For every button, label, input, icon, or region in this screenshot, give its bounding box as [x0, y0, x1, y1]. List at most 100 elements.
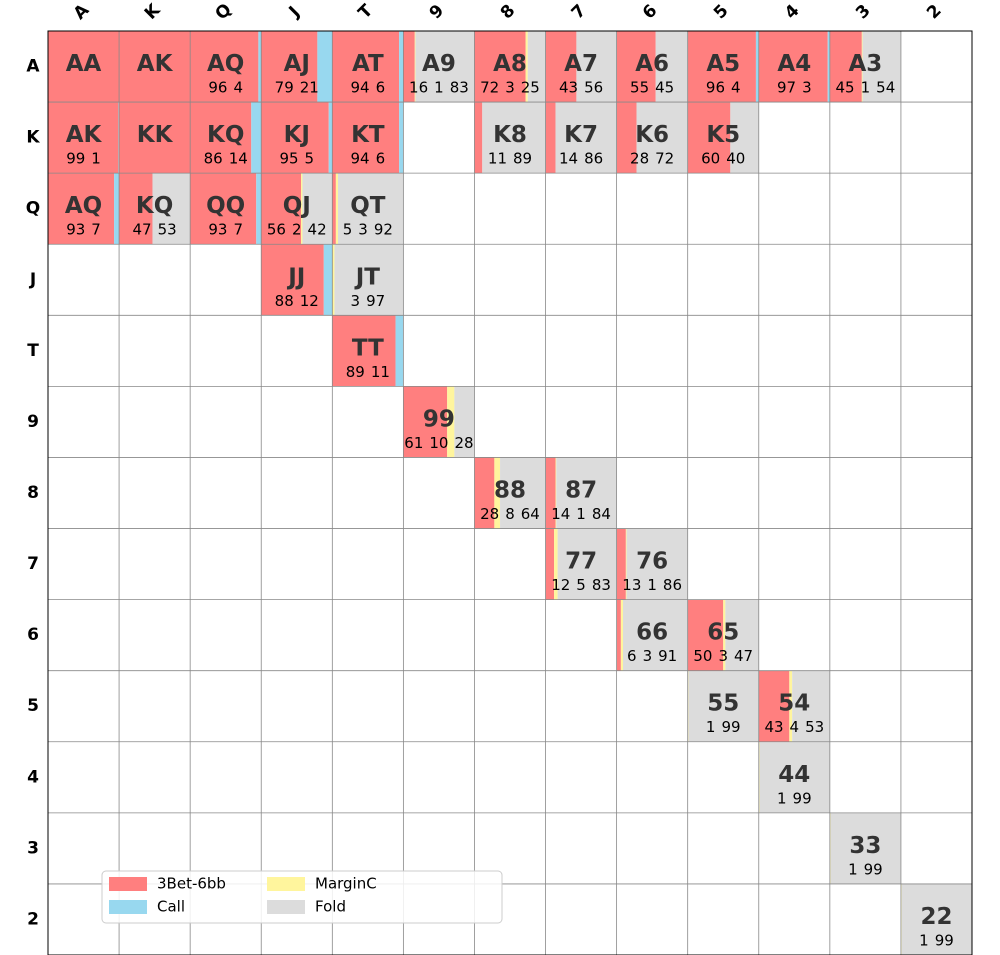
- segment: [626, 528, 688, 600]
- segment: [723, 599, 726, 671]
- segment: [190, 31, 259, 103]
- hand-label: KJ: [284, 122, 310, 148]
- segment: [557, 528, 617, 600]
- cell-value: 89: [513, 149, 532, 167]
- cell-values: 99 1: [66, 149, 101, 167]
- segment: [301, 173, 303, 245]
- segment: [403, 31, 415, 103]
- cell-value: 6: [376, 78, 386, 96]
- cell-values: 79 21: [275, 78, 319, 96]
- segment: [317, 31, 333, 103]
- cell-value: 1: [777, 789, 787, 807]
- cell-value: 1: [434, 78, 444, 96]
- cell-value: 86: [204, 149, 223, 167]
- row-label: 7: [27, 554, 39, 574]
- cell-value: 83: [450, 78, 469, 96]
- cell-values: 93 7: [208, 220, 243, 238]
- segment: [395, 315, 404, 387]
- hand-label: AQ: [65, 193, 102, 219]
- cell-values: 6 3 91: [627, 647, 677, 665]
- cell-value: 72: [480, 78, 499, 96]
- row-label: T: [27, 341, 39, 361]
- cell-value: 1: [919, 931, 929, 949]
- cell-value: 13: [622, 576, 641, 594]
- cell-value: 2: [292, 220, 302, 238]
- row-label: 9: [27, 412, 39, 432]
- segment: [261, 31, 318, 103]
- legend: 3Bet-6bb Call MarginC Fold: [101, 870, 503, 924]
- column-label: 2: [923, 1, 946, 24]
- hand-label: 54: [778, 691, 810, 717]
- cell-values: 1 99: [848, 860, 883, 878]
- column-label: 4: [781, 1, 804, 24]
- segment: [830, 812, 901, 884]
- hand-label: AJ: [284, 51, 310, 77]
- cell-value: 99: [935, 931, 954, 949]
- cell-value: 47: [734, 647, 753, 665]
- cell-value: 7: [233, 220, 243, 238]
- segment: [302, 173, 333, 245]
- cell-values: 95 5: [279, 149, 314, 167]
- segment: [556, 457, 617, 529]
- segment: [337, 173, 404, 245]
- segment: [48, 102, 119, 174]
- segment: [545, 528, 555, 600]
- hand-label: 65: [707, 620, 739, 646]
- segment: [258, 31, 262, 103]
- row-label: K: [26, 128, 40, 148]
- cell-value: 4: [790, 718, 800, 736]
- segment: [190, 173, 257, 245]
- row-label: Q: [26, 199, 40, 219]
- column-label: 6: [639, 1, 662, 24]
- cell-value: 45: [836, 78, 855, 96]
- hand-label: A6: [635, 51, 669, 77]
- segment: [114, 173, 120, 245]
- segment: [261, 244, 324, 316]
- frame: [47, 30, 973, 955]
- cell-value: 84: [592, 505, 611, 523]
- row-label: 4: [27, 767, 39, 787]
- cell-value: 97: [366, 291, 385, 309]
- cell-value: 28: [480, 505, 499, 523]
- segment: [730, 102, 759, 174]
- segment: [616, 528, 626, 600]
- cell-value: 45: [655, 78, 674, 96]
- cell-value: 14: [559, 149, 578, 167]
- segment: [332, 244, 335, 316]
- segment: [323, 244, 333, 316]
- cell-value: 1: [861, 78, 871, 96]
- segment: [792, 670, 830, 742]
- hand-label: 76: [636, 549, 668, 575]
- cell-value: 50: [693, 647, 712, 665]
- segment: [414, 31, 416, 103]
- segment: [48, 173, 115, 245]
- segment: [399, 102, 404, 174]
- hand-label: JT: [354, 264, 381, 290]
- cell-values: 89 11: [346, 362, 390, 380]
- cell-values: 60 40: [701, 149, 745, 167]
- cell-value: 16: [409, 78, 428, 96]
- hand-label: 99: [423, 406, 455, 432]
- hand-label: A3: [848, 51, 882, 77]
- hand-label: QJ: [283, 193, 311, 219]
- cell-values: 28 8 64: [480, 505, 540, 523]
- cell-value: 94: [351, 149, 370, 167]
- segment: [190, 102, 252, 174]
- segment: [256, 173, 262, 245]
- segment: [616, 102, 637, 174]
- cell-value: 4: [233, 78, 243, 96]
- row-label: 5: [27, 696, 39, 716]
- cell-value: 56: [584, 78, 603, 96]
- hand-label: KQ: [136, 193, 173, 219]
- legend-box: [101, 870, 503, 924]
- cell-values: 96 4: [208, 78, 243, 96]
- segment: [332, 102, 400, 174]
- segment: [545, 102, 556, 174]
- segment: [474, 102, 483, 174]
- cell-value: 28: [630, 149, 649, 167]
- legend-swatch: [267, 900, 305, 914]
- segment: [454, 386, 475, 458]
- cell-value: 1: [848, 860, 858, 878]
- cell-values: 50 3 47: [693, 647, 753, 665]
